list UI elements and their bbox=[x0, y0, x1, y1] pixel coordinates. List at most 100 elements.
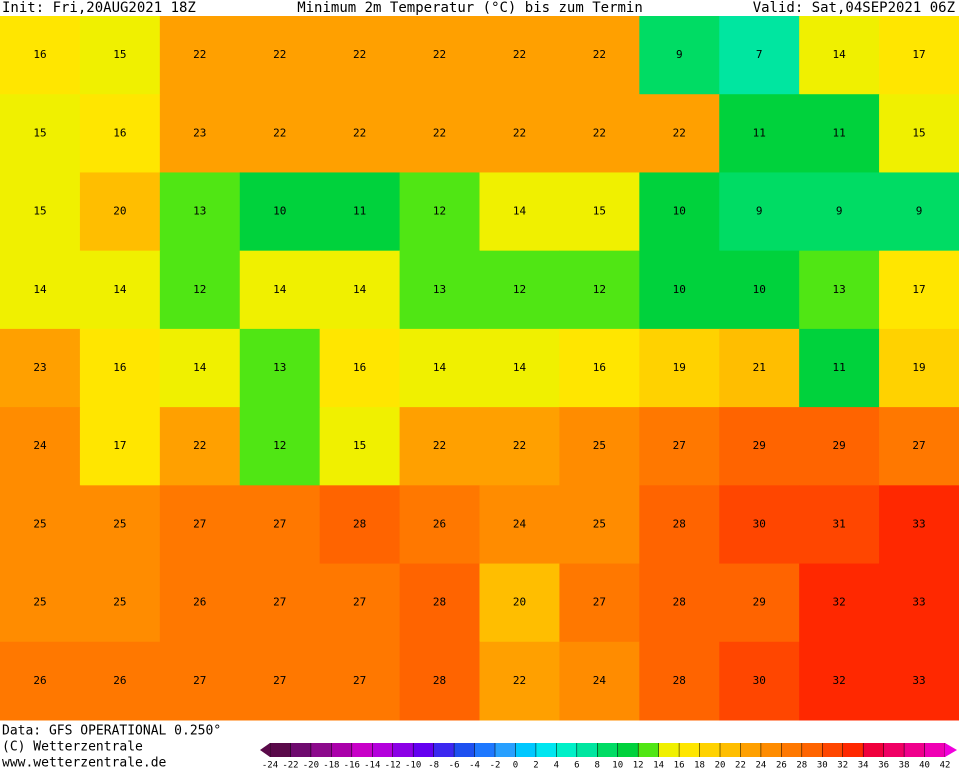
temperature-cell bbox=[559, 485, 640, 565]
colorbar-segment bbox=[699, 743, 721, 757]
temperature-value: 22 bbox=[273, 126, 286, 139]
temperature-cell bbox=[239, 407, 321, 486]
colorbar-label: -20 bbox=[303, 761, 319, 770]
temperature-value: 20 bbox=[113, 205, 126, 218]
temperature-cell bbox=[239, 485, 321, 565]
temperature-cell bbox=[159, 172, 241, 252]
colorbar-label: 26 bbox=[776, 761, 787, 770]
map-title: Minimum 2m Temperatur (°C) bis zum Termi… bbox=[297, 0, 643, 16]
temperature-value: 25 bbox=[33, 596, 46, 609]
valid-time: Valid: Sat,04SEP2021 06Z bbox=[753, 0, 955, 16]
temperature-value: 12 bbox=[433, 205, 446, 218]
temperature-value: 22 bbox=[433, 48, 446, 61]
colorbar-segment bbox=[331, 743, 353, 757]
temperature-cell bbox=[799, 563, 880, 643]
colorbar-label: 38 bbox=[899, 761, 910, 770]
colorbar-segment bbox=[515, 743, 537, 757]
colorbar-label: 36 bbox=[878, 761, 889, 770]
temperature-cell bbox=[319, 172, 401, 252]
colorbar-label: -14 bbox=[364, 761, 380, 770]
colorbar-label: -18 bbox=[323, 761, 339, 770]
temperature-value: 27 bbox=[353, 674, 366, 687]
colorbar-segment bbox=[924, 743, 946, 757]
temperature-value: 29 bbox=[833, 439, 846, 452]
colorbar-arrow-low bbox=[260, 743, 270, 757]
temperature-cell bbox=[639, 328, 720, 408]
temperature-value: 27 bbox=[673, 439, 686, 452]
temperature-cell bbox=[559, 328, 640, 408]
temperature-cell bbox=[0, 641, 81, 721]
colorbar-segment bbox=[720, 743, 741, 757]
colorbar-segment bbox=[597, 743, 619, 757]
colorbar-segment bbox=[372, 743, 394, 757]
colorbar-segment bbox=[392, 743, 414, 757]
temperature-value: 27 bbox=[273, 517, 286, 530]
temperature-value: 13 bbox=[273, 361, 286, 374]
temperature-value: 25 bbox=[113, 517, 126, 530]
colorbar-label: 14 bbox=[653, 761, 664, 770]
temperature-value: 33 bbox=[912, 674, 925, 687]
temperature-value: 10 bbox=[753, 283, 766, 296]
temperature-value: 15 bbox=[113, 48, 126, 61]
temperature-value: 9 bbox=[916, 205, 923, 218]
colorbar-segment bbox=[576, 743, 598, 757]
temperature-cell bbox=[559, 407, 640, 486]
temperature-cell bbox=[79, 16, 161, 95]
temperature-cell bbox=[399, 172, 480, 252]
colorbar-segment bbox=[822, 743, 844, 757]
temperature-cell bbox=[399, 563, 480, 643]
temperature-cell bbox=[719, 172, 800, 252]
temperature-cell bbox=[159, 328, 241, 408]
map: 16 15 22 22 22 22 22 22 9 7 14 17 15 16 23 22 22 22 22 22 22… bbox=[0, 16, 959, 721]
temperature-value: 30 bbox=[753, 674, 766, 687]
colorbar-label: -12 bbox=[385, 761, 401, 770]
temperature-value: 27 bbox=[912, 439, 925, 452]
temperature-value: 11 bbox=[753, 126, 766, 139]
init-time: Init: Fri,20AUG2021 18Z bbox=[2, 0, 196, 16]
temperature-value: 23 bbox=[33, 361, 46, 374]
temperature-value: 11 bbox=[353, 205, 366, 218]
temperature-cell bbox=[719, 485, 800, 565]
temperature-cell bbox=[399, 250, 480, 330]
temperature-value: 22 bbox=[433, 126, 446, 139]
temperature-value: 12 bbox=[193, 283, 206, 296]
temperature-cell bbox=[479, 641, 560, 721]
colorbar-label: 8 bbox=[595, 761, 600, 770]
temperature-value: 22 bbox=[273, 48, 286, 61]
temperature-value: 22 bbox=[433, 439, 446, 452]
temperature-cell bbox=[0, 563, 81, 643]
temperature-cell bbox=[319, 16, 401, 95]
temperature-cell bbox=[479, 328, 560, 408]
temperature-value: 26 bbox=[33, 674, 46, 687]
temperature-value: 28 bbox=[673, 517, 686, 530]
temperature-value: 32 bbox=[833, 596, 846, 609]
colorbar-label: 4 bbox=[554, 761, 559, 770]
colorbar-label: 10 bbox=[612, 761, 623, 770]
colorbar-segment bbox=[270, 743, 291, 757]
temperature-cell bbox=[0, 485, 81, 565]
temperature-cell bbox=[79, 94, 161, 173]
temperature-value: 7 bbox=[756, 48, 763, 61]
website: www.wetterzentrale.de bbox=[2, 756, 167, 770]
temperature-cell bbox=[239, 250, 321, 330]
temperature-cell bbox=[319, 94, 401, 173]
temperature-value: 25 bbox=[593, 517, 606, 530]
temperature-value: 17 bbox=[912, 48, 925, 61]
temperature-value: 22 bbox=[673, 126, 686, 139]
temperature-cell bbox=[479, 94, 560, 173]
temperature-cell bbox=[0, 172, 81, 252]
colorbar-label: 22 bbox=[735, 761, 746, 770]
temperature-cell bbox=[799, 407, 880, 486]
temperature-value: 22 bbox=[193, 439, 206, 452]
temperature-value: 13 bbox=[433, 283, 446, 296]
temperature-cell bbox=[159, 94, 241, 173]
temperature-cell bbox=[79, 328, 161, 408]
colorbar-label: 0 bbox=[513, 761, 518, 770]
temperature-cell bbox=[719, 407, 800, 486]
colorbar-label: -22 bbox=[282, 761, 298, 770]
temperature-value: 9 bbox=[676, 48, 683, 61]
temperature-value: 15 bbox=[353, 439, 366, 452]
temperature-cell bbox=[559, 172, 640, 252]
colorbar-label: 6 bbox=[574, 761, 579, 770]
temperature-value: 10 bbox=[673, 283, 686, 296]
